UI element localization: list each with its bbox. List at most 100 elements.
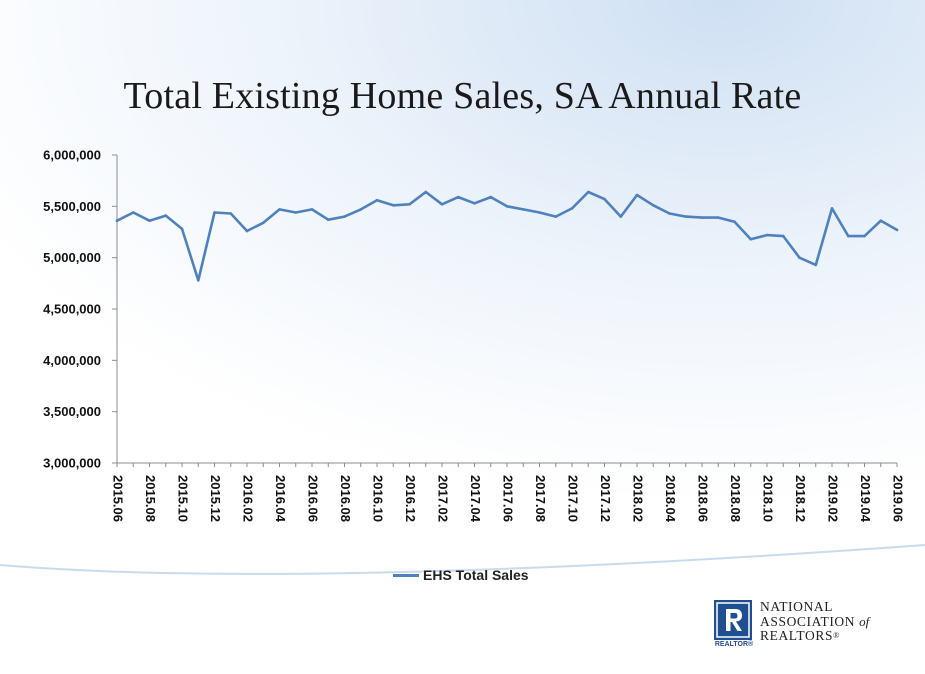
- data-point: [668, 212, 671, 215]
- data-point: [408, 203, 411, 206]
- data-point: [765, 233, 769, 237]
- x-axis: 2015.06 2015.08 2015.10 2015.12 2016.02 2016.…: [111, 462, 906, 523]
- data-point: [343, 215, 346, 218]
- logo-realtor-caption: REALTOR®: [714, 641, 754, 648]
- logo-wordmark: NATIONAL ASSOCIATION of REALTORS®: [760, 599, 910, 644]
- x-tick-label: 2016.10: [371, 475, 386, 522]
- x-tick-label: 2017.12: [598, 475, 613, 522]
- y-tick-label: 5,500,000: [43, 199, 101, 214]
- data-point: [684, 215, 688, 218]
- x-tick-label: 2016.12: [403, 475, 418, 522]
- data-point: [847, 234, 850, 238]
- chart-title: Total Existing Home Sales, SA Annual Rat…: [123, 75, 802, 117]
- x-tick-label: 2017.06: [501, 475, 516, 522]
- data-point: [310, 208, 314, 211]
- logo-line-3: REALTORS®: [760, 628, 910, 644]
- data-point: [489, 195, 493, 199]
- x-tick-label: 2019.06: [891, 475, 906, 522]
- data-point: [115, 219, 119, 222]
- data-point: [522, 208, 525, 211]
- data-point: [359, 208, 363, 211]
- y-tick-label: 3,500,000: [43, 404, 101, 419]
- data-point: [392, 204, 395, 207]
- data-point: [164, 214, 168, 217]
- x-tick-label: 2015.06: [111, 475, 126, 522]
- data-point: [798, 256, 801, 260]
- legend-swatch: [393, 573, 419, 577]
- data-point: [782, 234, 785, 238]
- data-point: [733, 220, 736, 223]
- x-tick-label: 2018.06: [696, 475, 711, 522]
- data-point: [197, 279, 200, 282]
- data-point: [635, 193, 639, 197]
- legend: EHS Total Sales: [393, 565, 529, 585]
- data-point: [180, 227, 184, 231]
- data-point: [749, 237, 753, 241]
- x-tick-label: 2015.12: [208, 475, 223, 522]
- line-chart: 3,000,000 3,500,000 4,000,000 4,500,000 5,00…: [43, 148, 906, 523]
- y-tick-label: 4,000,000: [43, 353, 101, 368]
- data-point: [717, 216, 720, 219]
- data-point: [132, 211, 135, 214]
- y-tick-label: 5,000,000: [43, 250, 101, 265]
- x-tick-label: 2016.04: [273, 475, 288, 523]
- x-tick-label: 2018.04: [663, 475, 678, 523]
- y-axis: 3,000,000 3,500,000 4,000,000 4,500,000 5,00…: [43, 148, 118, 471]
- y-tick-label: 3,000,000: [43, 456, 101, 471]
- x-tick-label: 2019.02: [826, 475, 841, 522]
- x-tick-label: 2018.10: [761, 475, 776, 522]
- nar-logo: REALTOR® NATIONAL ASSOCIATION of REALTOR…: [714, 599, 904, 650]
- logo-association: ASSOCIATION: [760, 613, 856, 629]
- data-point: [440, 203, 444, 206]
- x-tick-label: 2017.02: [436, 475, 451, 522]
- data-point: [700, 216, 704, 219]
- realtor-r-logo-icon: [714, 600, 752, 640]
- data-point: [554, 215, 558, 218]
- x-tick-label: 2018.08: [728, 475, 743, 522]
- logo-line-1: NATIONAL: [760, 599, 834, 614]
- data-point: [375, 198, 379, 202]
- x-tick-label: 2017.08: [533, 475, 548, 522]
- data-point: [262, 221, 265, 225]
- legend-label: EHS Total Sales: [423, 567, 529, 583]
- x-tick-label: 2016.02: [241, 475, 256, 522]
- data-point: [457, 195, 460, 199]
- series-layer: [115, 190, 899, 282]
- data-point: [213, 211, 216, 214]
- data-point: [505, 205, 509, 208]
- logo-registered-mark: ®: [833, 631, 840, 640]
- data-point: [895, 228, 899, 232]
- logo-of: of: [859, 613, 870, 629]
- data-point: [424, 190, 428, 194]
- y-tick-label: 4,500,000: [43, 302, 101, 317]
- data-point: [830, 207, 834, 210]
- logo-line-2: ASSOCIATION of: [760, 613, 910, 630]
- data-point: [538, 211, 541, 214]
- x-tick-label: 2016.06: [306, 475, 321, 522]
- data-point: [619, 215, 623, 218]
- data-point: [294, 211, 298, 214]
- x-tick-label: 2018.02: [631, 475, 646, 522]
- x-tick-label: 2015.08: [143, 475, 158, 522]
- data-point: [603, 197, 606, 201]
- x-tick-label: 2016.08: [338, 475, 353, 522]
- data-point: [587, 190, 590, 194]
- data-point: [148, 219, 151, 222]
- data-point: [229, 212, 233, 215]
- x-tick-label: 2017.10: [566, 475, 581, 522]
- y-tick-label: 6,000,000: [43, 148, 101, 163]
- logo-realtors: REALTORS: [760, 628, 834, 643]
- data-point: [245, 229, 249, 233]
- x-tick-label: 2017.04: [468, 475, 483, 523]
- x-tick-label: 2018.12: [793, 475, 808, 522]
- x-tick-label: 2015.10: [176, 475, 191, 522]
- data-point: [278, 208, 281, 211]
- data-point: [327, 218, 330, 221]
- data-point: [570, 207, 574, 210]
- data-point: [879, 219, 883, 222]
- data-point: [473, 202, 476, 205]
- data-point: [863, 234, 866, 238]
- data-point: [652, 204, 655, 207]
- x-tick-label: 2019.04: [858, 475, 873, 523]
